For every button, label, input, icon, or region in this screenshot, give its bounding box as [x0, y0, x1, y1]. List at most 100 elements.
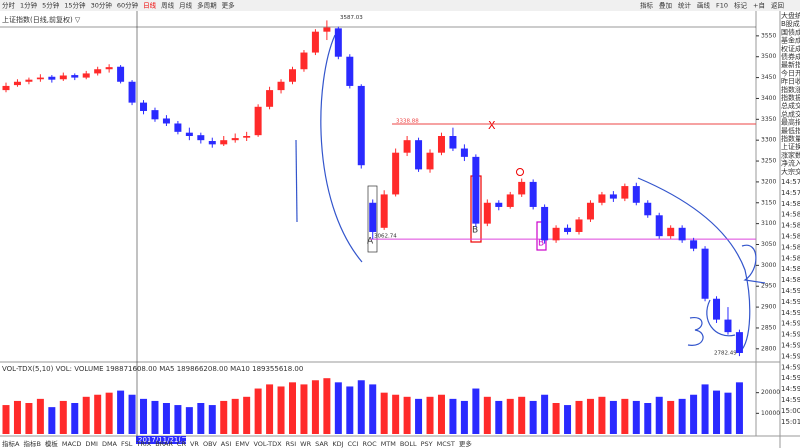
side-time: 14:59: [781, 374, 800, 382]
side-time: 14:59: [781, 287, 800, 295]
candle-body: [621, 186, 629, 199]
indicator-tab[interactable]: MCST: [437, 440, 455, 448]
candle-body: [552, 227, 560, 241]
volume-title: VOL-TDX(5,10) VOL: VOLUME 198871608.00 M…: [2, 365, 303, 373]
tool-button[interactable]: 统计: [678, 1, 692, 10]
side-label: 大盘统: [781, 11, 800, 20]
indicator-tab[interactable]: ROC: [363, 440, 378, 448]
period-tab[interactable]: 分时: [2, 1, 16, 10]
volume-bar: [117, 390, 125, 434]
candle-body: [357, 85, 365, 166]
indicator-tab[interactable]: DMI: [85, 440, 98, 448]
candle-body: [495, 202, 503, 207]
candle-body: [506, 194, 514, 207]
indicator-tab[interactable]: VOL-TDX: [253, 440, 282, 448]
volume-bar: [609, 400, 617, 434]
indicator-tab[interactable]: 指标B: [23, 439, 40, 448]
side-time: 14:59: [781, 385, 800, 393]
candle-body: [82, 73, 90, 78]
indicator-tab[interactable]: VR: [190, 440, 199, 448]
side-time: 14:58: [781, 243, 800, 251]
volume-bar: [220, 400, 228, 434]
indicator-tab[interactable]: ASI: [221, 440, 232, 448]
y-tick-label: 3150: [761, 199, 776, 206]
mark-circle: [516, 168, 524, 176]
y-tick-label: 2900: [761, 304, 776, 311]
volume-bar: [541, 394, 549, 434]
volume-bar: [552, 403, 560, 434]
period-tab[interactable]: 周线: [161, 1, 175, 10]
volume-bar: [483, 396, 491, 434]
tool-button[interactable]: 返回: [771, 2, 784, 10]
indicator-tab[interactable]: BRAR: [155, 440, 173, 448]
indicator-tab[interactable]: 更多: [459, 439, 473, 448]
candle-body: [140, 102, 148, 111]
side-label: 最高指: [781, 118, 800, 127]
period-tab[interactable]: 5分钟: [42, 1, 60, 10]
period-tab[interactable]: 日线: [143, 1, 157, 10]
indicator-tab[interactable]: FSL: [121, 440, 133, 448]
tool-button[interactable]: 叠加: [659, 1, 672, 10]
volume-bar: [289, 382, 296, 434]
volume-bar: [586, 398, 594, 434]
period-tab[interactable]: 月线: [179, 1, 193, 10]
side-label: 国债成: [781, 27, 800, 36]
period-tab[interactable]: 60分钟: [117, 1, 139, 10]
period-tab[interactable]: 15分钟: [64, 1, 86, 10]
indicator-tab[interactable]: MTM: [381, 440, 396, 448]
indicator-tab[interactable]: PSY: [421, 440, 433, 448]
mark-x: X: [488, 119, 496, 132]
tool-button[interactable]: 标记: [734, 1, 748, 10]
candle-body: [437, 136, 445, 153]
tool-button[interactable]: F10: [716, 2, 728, 10]
indicator-tab[interactable]: EMV: [235, 440, 250, 448]
side-label: 最低指: [781, 126, 800, 135]
indicator-tab[interactable]: OBV: [203, 440, 217, 448]
y-tick-label: 3050: [761, 241, 776, 248]
side-label: B股成: [781, 19, 800, 28]
level-label: 2782.49: [714, 351, 737, 357]
volume-bar: [357, 380, 365, 434]
period-tab[interactable]: 多周期: [197, 1, 217, 10]
indicator-tab[interactable]: KDJ: [332, 440, 343, 448]
candle-body: [667, 227, 675, 237]
side-label: 今日开: [781, 68, 800, 77]
indicator-tab[interactable]: TRIX: [135, 440, 151, 448]
tool-button[interactable]: +自: [753, 1, 765, 10]
tool-button[interactable]: 画线: [697, 1, 711, 10]
period-tab[interactable]: 30分钟: [91, 1, 113, 10]
indicator-tab[interactable]: CR: [177, 440, 187, 448]
candle-body: [13, 81, 21, 86]
indicator-tab[interactable]: WR: [300, 440, 311, 448]
side-time: 15:00: [781, 407, 800, 415]
volume-bar: [392, 394, 400, 434]
mark-a: A: [367, 237, 374, 247]
indicator-tab[interactable]: MACD: [62, 440, 81, 448]
volume-bar: [71, 403, 79, 434]
period-tab[interactable]: 更多: [222, 1, 236, 10]
candle-body: [609, 194, 617, 199]
level-label: 3338.88: [396, 118, 419, 124]
indicator-tab[interactable]: CCI: [348, 440, 359, 448]
tool-button[interactable]: 指标: [640, 1, 654, 10]
indicator-tab[interactable]: DMA: [102, 440, 118, 448]
volume-bar: [564, 405, 572, 434]
indicator-tab[interactable]: SAR: [315, 440, 329, 448]
candle-body: [483, 202, 491, 224]
candle-body: [529, 181, 537, 207]
side-label: 指数涨: [781, 85, 800, 94]
side-label: 指数量: [781, 134, 800, 143]
indicator-tab[interactable]: RSI: [286, 440, 297, 448]
side-label: 大宗交: [781, 167, 800, 176]
volume-bar: [162, 403, 170, 434]
y-tick-label: 3500: [761, 53, 776, 60]
candle-body: [105, 67, 113, 70]
indicator-tab[interactable]: BOLL: [400, 440, 417, 448]
date-label: 2017/11/21(二): [138, 436, 191, 444]
side-time: 14:58: [781, 200, 800, 208]
indicator-tab[interactable]: 指标A: [2, 439, 20, 448]
volume-bar: [231, 398, 239, 434]
side-time: 14:57: [781, 178, 800, 186]
indicator-tab[interactable]: 模板: [45, 439, 59, 448]
period-tab[interactable]: 1分钟: [20, 1, 38, 10]
